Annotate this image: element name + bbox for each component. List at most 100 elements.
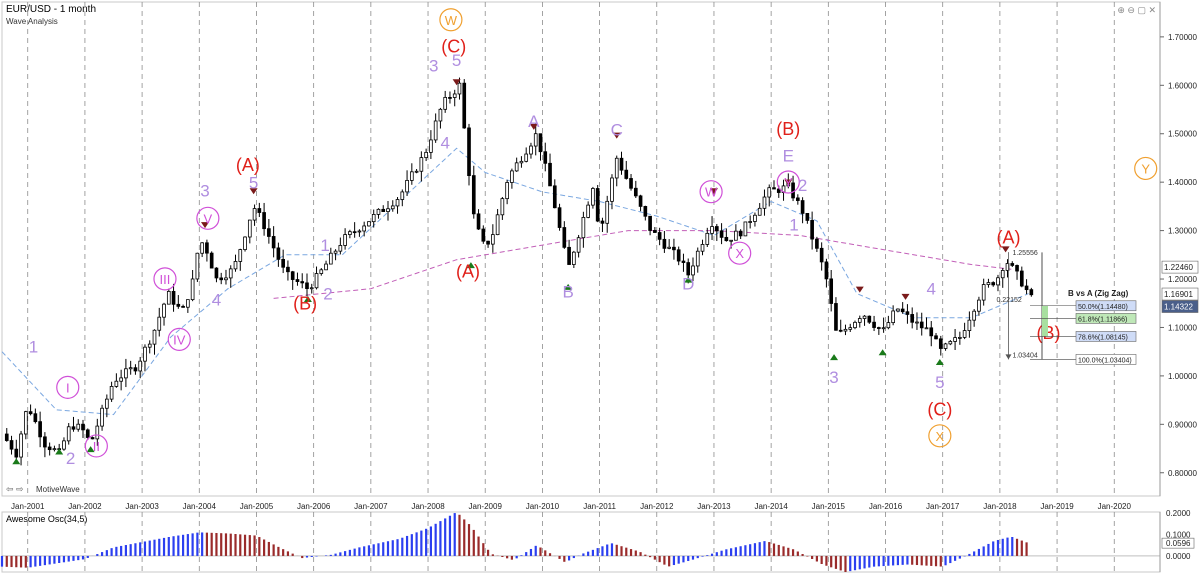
bull-candle [324, 263, 328, 271]
bull-candle [386, 208, 390, 212]
symbol-title: EUR/USD - 1 month [6, 4, 97, 15]
bull-candle [23, 411, 28, 435]
x-tick-label: Jan-2006 [297, 502, 331, 511]
bear-candle [672, 246, 676, 251]
fib-level-box [1075, 313, 1137, 324]
bull-candle [977, 299, 981, 312]
bear-candle [448, 97, 452, 99]
x-tick-label: Jan-2020 [1098, 502, 1132, 511]
pivot-low-marker [564, 283, 573, 290]
x-tick-label: Jan-2010 [526, 502, 560, 511]
wave-label: W [445, 13, 458, 28]
bear-candle [271, 236, 276, 249]
bull-candle [958, 336, 962, 339]
price-panel-border [1, 1, 1161, 497]
bull-candle [52, 448, 57, 451]
bear-candle [1024, 285, 1029, 291]
bear-candle [471, 175, 476, 215]
bull-candle [128, 367, 133, 370]
x-tick-label: Jan-2004 [183, 502, 217, 511]
pivot-high-marker [529, 123, 538, 130]
wave-label: (A) [456, 262, 480, 282]
oscillator-panel-border [1, 511, 1161, 573]
bear-candle [43, 436, 47, 448]
bull-candle [19, 433, 23, 458]
wave-label: 2 [798, 176, 807, 195]
zigzag-arrow [1005, 354, 1012, 360]
bear-candle [938, 338, 943, 349]
bull-candle [695, 250, 700, 267]
bull-candle [309, 287, 314, 290]
wave-label: E [783, 146, 794, 165]
osc-axis-label: 0.0596 [1166, 539, 1191, 548]
bear-candle [815, 238, 819, 249]
bull-candle [333, 250, 338, 254]
bear-candle [305, 282, 309, 289]
bull-candle [576, 237, 581, 253]
pivot-high-marker [249, 188, 258, 195]
scroll-arrows[interactable]: ⇦ ⇨ [6, 484, 24, 494]
bear-candle [476, 213, 481, 230]
bear-candle [819, 247, 824, 263]
bull-candle [986, 282, 991, 285]
bull-candle [953, 337, 957, 342]
pivot-low-marker [303, 295, 312, 302]
bull-candle [419, 157, 424, 172]
bull-candle [371, 214, 376, 223]
bull-candle [700, 244, 705, 252]
pivot-high-marker [855, 286, 864, 293]
bear-candle [481, 228, 486, 242]
bull-candle [66, 426, 71, 442]
bull-candle [190, 278, 195, 301]
bull-candle [238, 249, 243, 262]
bull-candle [228, 268, 233, 279]
bull-candle [848, 327, 853, 330]
y-tick-label: 1.70000 [1168, 33, 1197, 42]
wave-label-circle [776, 170, 800, 194]
x-tick-label: Jan-2012 [640, 502, 674, 511]
bear-candle [552, 185, 557, 209]
wave-label: (B) [776, 119, 800, 139]
bear-candle [557, 207, 562, 228]
wave-label: (B) [293, 294, 317, 314]
bull-candle [533, 133, 538, 147]
bull-candle [143, 346, 147, 362]
y-tick-label: 0.80000 [1168, 469, 1197, 478]
x-tick-label: Jan-2018 [983, 502, 1017, 511]
bull-candle [734, 230, 738, 241]
bull-candle [529, 145, 533, 155]
window-controls[interactable]: ⊕ ⊖ ▢ ✕ [1117, 5, 1156, 15]
bear-candle [90, 437, 95, 440]
bull-candle [510, 170, 514, 183]
bull-candle [691, 265, 695, 276]
wave-label: Y [784, 175, 793, 190]
y-tick-label: 1.50000 [1168, 130, 1197, 139]
bear-candle [905, 311, 910, 315]
bull-candle [962, 330, 967, 338]
x-tick-label: Jan-2008 [411, 502, 445, 511]
fib-level-label: 61.8%(1.11866) [1078, 316, 1127, 323]
bear-candle [805, 213, 810, 221]
bull-candle [247, 219, 252, 238]
fib-level-box [1075, 300, 1137, 312]
wave-label-circle [196, 206, 220, 230]
wave-label: 3 [200, 182, 209, 201]
y-axis-marker-label: 1.14322 [1164, 303, 1193, 312]
bull-candle [1005, 263, 1010, 271]
bear-candle [929, 327, 934, 337]
pivot-high-marker [452, 79, 461, 86]
bull-candle [981, 284, 986, 301]
x-tick-label: Jan-2002 [68, 502, 102, 511]
bear-candle [548, 162, 552, 187]
bull-candle [605, 200, 610, 224]
bull-candle [710, 226, 714, 234]
osc-axis-label: 0.1000 [1166, 531, 1191, 540]
bear-candle [538, 133, 543, 153]
bear-candle [872, 321, 876, 328]
wave-label: (B) [1036, 323, 1060, 343]
wave-label: B [562, 282, 573, 301]
bear-candle [657, 232, 662, 240]
wave-label: (A) [236, 155, 260, 175]
bear-candle [838, 329, 843, 332]
bull-candle [505, 182, 509, 200]
